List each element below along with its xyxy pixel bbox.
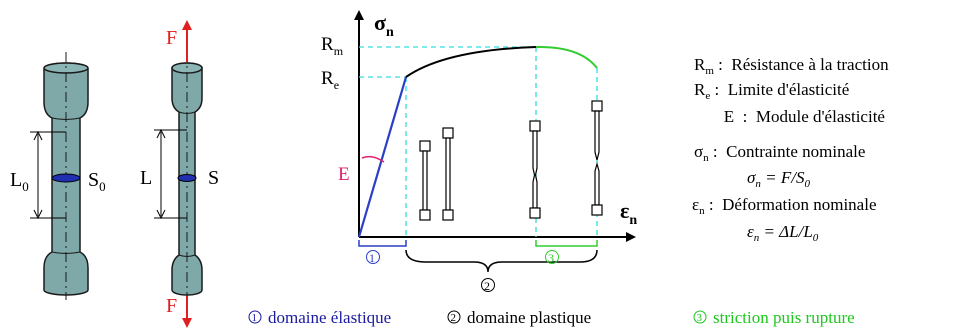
zone-3-bracket bbox=[535, 240, 598, 247]
legend-sigma: σn : Contrainte nominale bbox=[694, 142, 865, 164]
mini-specimen-rupture bbox=[591, 100, 603, 216]
legend-eps: εn : Déformation nominale bbox=[692, 195, 876, 217]
x-axis-label: εn bbox=[620, 198, 637, 228]
tick-re: Re bbox=[321, 68, 339, 92]
zone-2-bracket bbox=[405, 249, 598, 273]
section-s-marker bbox=[177, 174, 197, 182]
legend-re: Re : Limite d'élasticité bbox=[694, 80, 849, 102]
force-label-top: F bbox=[166, 27, 177, 49]
legend-rm: Rm : Résistance à la traction bbox=[694, 55, 889, 77]
caption-necking-text: striction puis rupture bbox=[713, 308, 855, 327]
modulus-arc bbox=[361, 155, 385, 163]
elastic-line bbox=[357, 76, 408, 238]
modulus-label: E bbox=[338, 164, 350, 185]
mini-specimen-necking bbox=[529, 120, 541, 219]
tick-rm: Rm bbox=[321, 34, 344, 58]
stress-strain-chart: σn εn E Rm Re 1 2 bbox=[321, 10, 637, 293]
captions: 1 domaine élastique 2 domaine plastique … bbox=[248, 308, 855, 327]
caption-necking: 3 striction puis rupture bbox=[693, 308, 855, 327]
length-l-label: L bbox=[140, 167, 152, 189]
legend-sigma-formula: σn = F/S0 bbox=[747, 168, 810, 190]
caption-plastic-text: domaine plastique bbox=[467, 308, 591, 327]
caption-elastic: 1 domaine élastique bbox=[248, 308, 391, 327]
zone-3-mark: 3 bbox=[548, 251, 554, 265]
caption-plastic: 2 domaine plastique bbox=[447, 308, 591, 327]
necking-curve bbox=[535, 45, 598, 69]
guide-lines bbox=[359, 46, 598, 237]
specimen-loaded: L S F F bbox=[140, 20, 219, 328]
length-l0-label: L0 bbox=[10, 169, 29, 194]
section-s-label: S bbox=[208, 167, 219, 189]
zone-1-bracket bbox=[358, 240, 407, 247]
svg-text:2: 2 bbox=[451, 312, 457, 324]
legend: Rm : Résistance à la traction Re : Limit… bbox=[692, 55, 906, 244]
mini-specimen-elastic-1 bbox=[419, 140, 431, 221]
legend-e: E : Module d'élasticité bbox=[694, 107, 906, 126]
section-s0-marker bbox=[51, 173, 81, 183]
section-s0-label: S0 bbox=[88, 169, 106, 194]
caption-elastic-text: domaine élastique bbox=[268, 308, 391, 327]
mini-specimen-elastic-2 bbox=[442, 127, 454, 221]
svg-text:1: 1 bbox=[252, 312, 258, 324]
svg-text:3: 3 bbox=[697, 312, 703, 324]
legend-eps-formula: εn = ΔL/L0 bbox=[747, 222, 819, 244]
force-label-bottom: F bbox=[166, 295, 177, 317]
zone-1-mark: 1 bbox=[369, 251, 375, 265]
specimen-initial: L0 S0 bbox=[10, 52, 106, 300]
zone-2-mark: 2 bbox=[484, 279, 490, 293]
plastic-curve bbox=[405, 46, 537, 78]
y-axis-label: σn bbox=[374, 10, 394, 40]
